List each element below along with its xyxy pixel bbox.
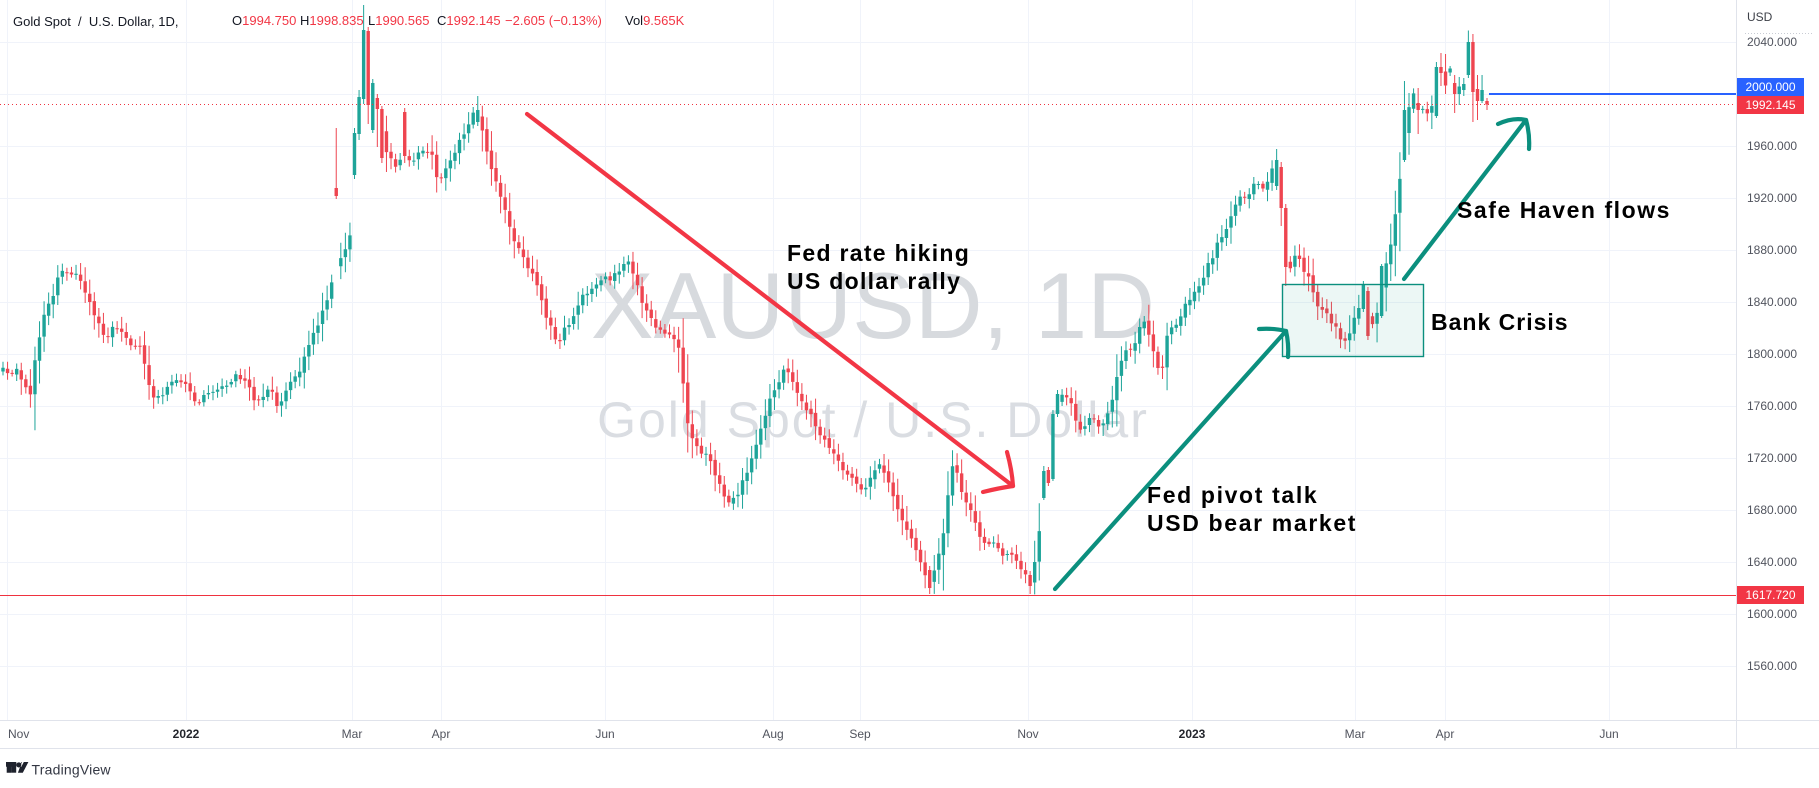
svg-text:XAUUSD, 1D: XAUUSD, 1D xyxy=(591,253,1155,358)
svg-text:TradingView: TradingView xyxy=(32,762,112,778)
svg-text:Gold Spot / U.S. Dollar: Gold Spot / U.S. Dollar xyxy=(597,392,1149,448)
